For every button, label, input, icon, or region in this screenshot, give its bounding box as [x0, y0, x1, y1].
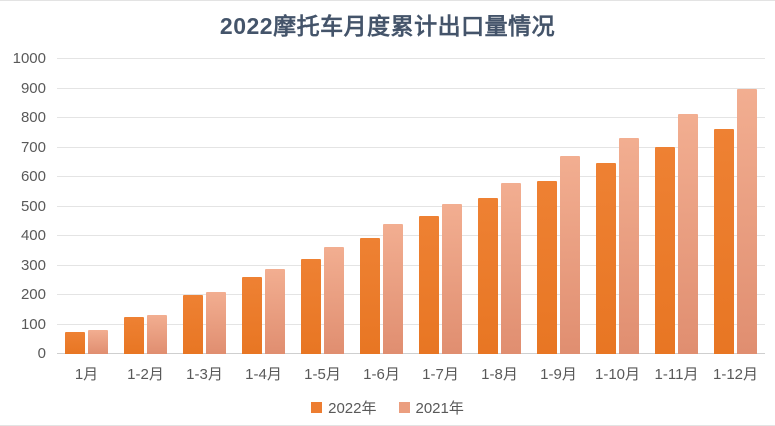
x-tick-label-1-8月: 1-8月	[481, 366, 518, 383]
legend-swatch-2021年	[398, 402, 410, 413]
gridline-0	[57, 353, 765, 354]
top-border-line	[0, 0, 775, 1]
legend-item-2022年: 2022年	[311, 397, 377, 418]
legend-swatch-2022年	[311, 402, 323, 413]
bar-2021年-1月	[88, 329, 108, 354]
x-tick-label-1-2月: 1-2月	[127, 366, 164, 383]
x-tick-label-1-9月: 1-9月	[540, 366, 577, 383]
gridline-1000	[57, 58, 765, 59]
bar-2021年-1-7月	[442, 203, 462, 354]
y-tick-label-1000: 1000	[12, 50, 46, 67]
gridline-100	[57, 323, 765, 325]
gridline-800	[57, 117, 765, 118]
bar-2022年-1月	[65, 331, 85, 354]
bar-2021年-1-5月	[324, 246, 344, 354]
x-tick-label-1-3月: 1-3月	[186, 366, 223, 383]
bar-2022年-1-11月	[655, 146, 675, 354]
x-tick-label-1月: 1月	[74, 366, 99, 383]
legend: 2022年 2021年	[0, 397, 775, 418]
bar-2021年-1-11月	[678, 114, 698, 354]
bar-2021年-1-8月	[501, 182, 521, 354]
x-tick-label-1-5月: 1-5月	[304, 366, 341, 383]
y-axis: 0 100 200 300 400 500 600 700 800 900 1000	[0, 50, 46, 362]
bar-2022年-1-4月	[242, 277, 262, 354]
bar-2021年-1-2月	[147, 315, 167, 354]
x-tick-label-1-10月: 1-10月	[594, 366, 641, 383]
legend-label-2022年: 2022年	[328, 400, 377, 417]
y-tick-label-400: 400	[20, 227, 46, 244]
bar-2022年-1-3月	[183, 295, 203, 354]
gridline-500	[57, 205, 765, 207]
x-axis: 1月 1-2月 1-3月 1-4月 1-5月 1-6月 1-7月 1-8月 1-9月 1-10月 1…	[57, 363, 765, 385]
x-tick-label-1-4月: 1-4月	[245, 366, 282, 383]
y-tick-label-300: 300	[20, 256, 46, 274]
y-tick-label-800: 800	[20, 109, 46, 126]
y-tick-label-200: 200	[20, 286, 46, 303]
bar-2022年-1-10月	[596, 162, 616, 354]
bar-2022年-1-9月	[537, 180, 557, 354]
bar-2021年-1-6月	[383, 224, 403, 354]
gridline-300	[57, 264, 765, 266]
y-tick-label-0: 0	[37, 345, 46, 362]
x-tick-label-1-7月: 1-7月	[422, 366, 459, 383]
bar-2021年-1-9月	[560, 156, 580, 354]
y-tick-label-700: 700	[20, 138, 46, 156]
gridline-700	[57, 146, 765, 148]
x-tick-label-1-12月: 1-12月	[712, 366, 759, 383]
legend-item-2021年: 2021年	[398, 397, 464, 418]
gridline-400	[57, 235, 765, 236]
bar-2021年-1-3月	[206, 292, 226, 354]
bar-2022年-1-5月	[301, 259, 321, 354]
gridline-900	[57, 87, 765, 89]
y-tick-label-900: 900	[20, 79, 46, 97]
gridline-200	[57, 294, 765, 295]
bar-2021年-1-10月	[619, 138, 639, 354]
chart-title: 2022摩托车月度累计出口量情况	[219, 13, 556, 39]
bar-2022年-1-2月	[124, 317, 144, 354]
bar-2021年-1-4月	[265, 268, 285, 354]
x-tick-label-1-11月: 1-11月	[654, 366, 699, 383]
x-tick-label-1-6月: 1-6月	[363, 366, 400, 383]
y-tick-label-600: 600	[20, 168, 46, 185]
legend-label-2021年: 2021年	[415, 400, 464, 417]
bar-2022年-1-6月	[360, 237, 380, 354]
bar-2022年-1-8月	[478, 198, 498, 354]
bar-2021年-1-12月	[737, 89, 757, 354]
y-tick-label-500: 500	[20, 197, 46, 215]
bar-2022年-1-7月	[419, 215, 439, 354]
gridline-600	[57, 176, 765, 177]
bar-2022年-1-12月	[714, 129, 734, 354]
y-tick-label-100: 100	[20, 315, 46, 333]
plot-area	[57, 58, 765, 354]
